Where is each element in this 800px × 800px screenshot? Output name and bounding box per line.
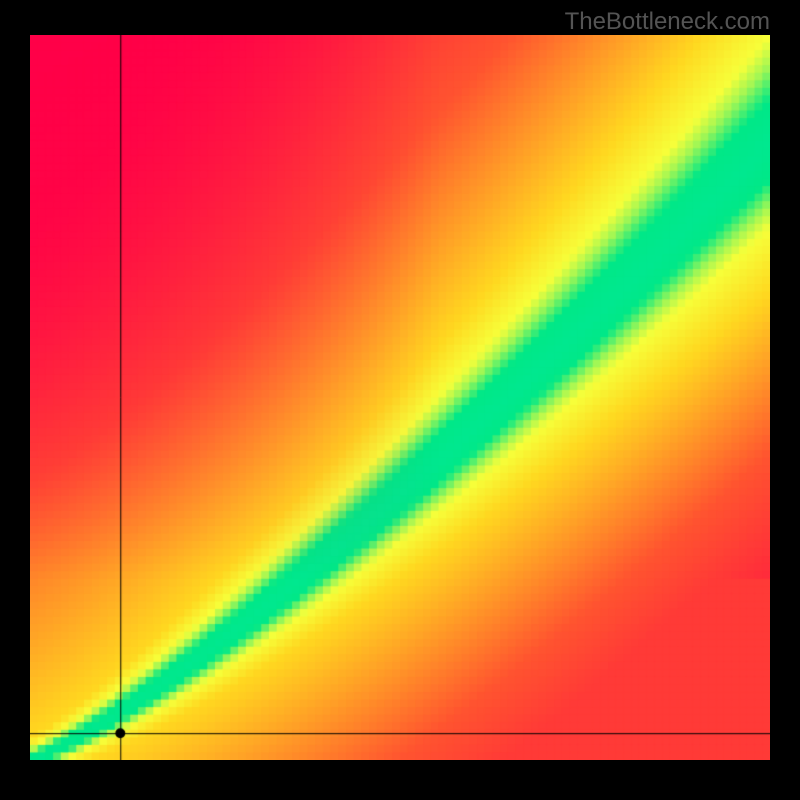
bottleneck-heatmap [30, 35, 770, 760]
watermark-text: TheBottleneck.com [565, 8, 770, 36]
chart-container: TheBottleneck.com [0, 0, 800, 800]
